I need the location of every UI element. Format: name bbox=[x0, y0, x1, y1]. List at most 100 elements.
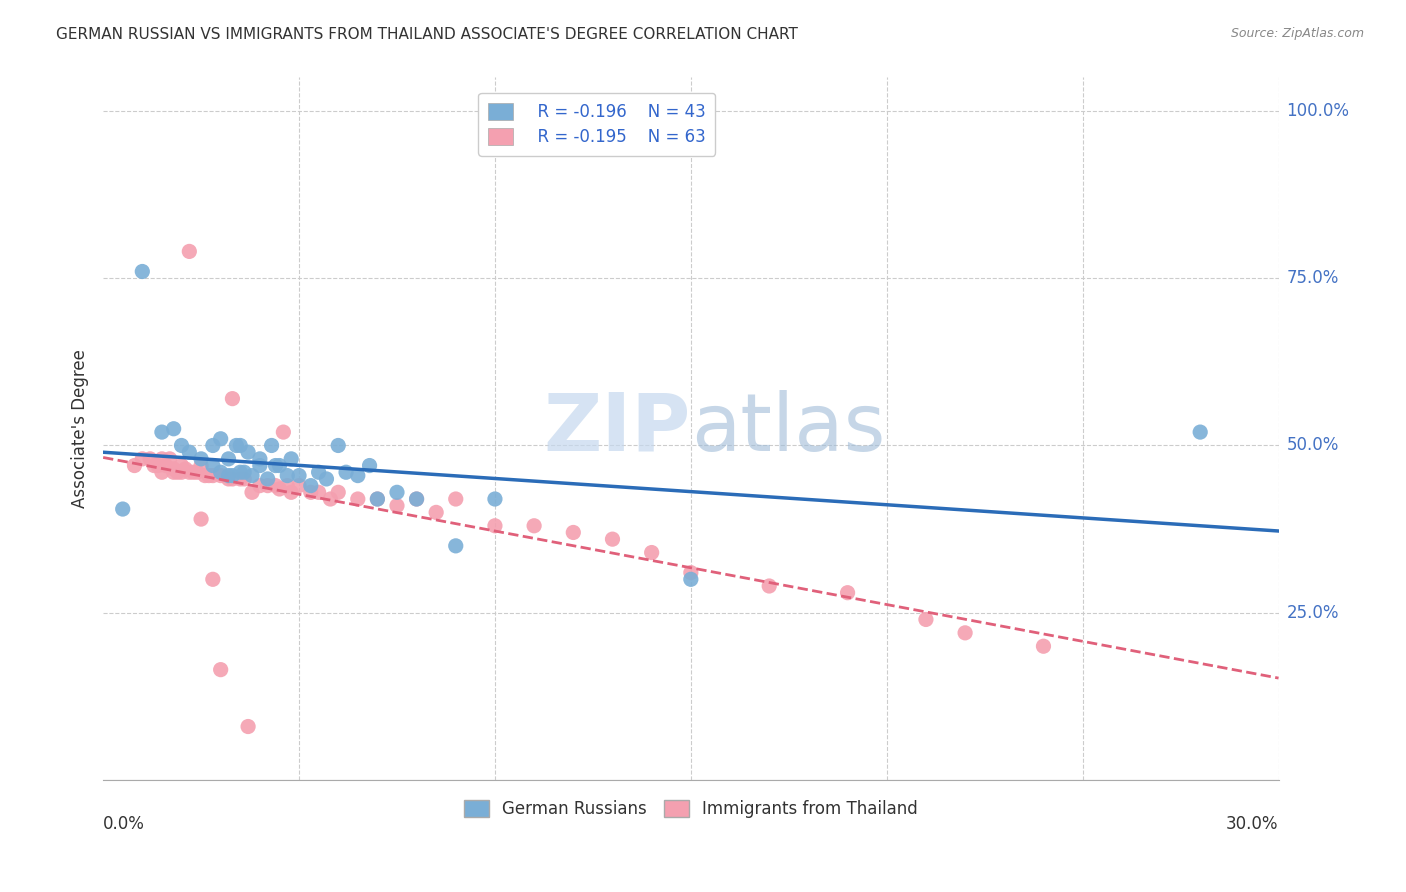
Point bbox=[186, 465, 208, 479]
Point bbox=[179, 465, 201, 479]
Point bbox=[218, 468, 240, 483]
Point bbox=[240, 468, 263, 483]
Point bbox=[269, 458, 291, 473]
Point bbox=[236, 719, 259, 733]
Point bbox=[679, 572, 702, 586]
Point bbox=[280, 451, 302, 466]
Point bbox=[146, 458, 169, 473]
Point bbox=[837, 585, 859, 599]
Legend: German Russians, Immigrants from Thailand: German Russians, Immigrants from Thailan… bbox=[454, 789, 928, 828]
Point bbox=[233, 472, 256, 486]
Point bbox=[640, 545, 662, 559]
Point bbox=[444, 539, 467, 553]
Point bbox=[150, 425, 173, 439]
Y-axis label: Associate's Degree: Associate's Degree bbox=[72, 350, 89, 508]
Point bbox=[256, 478, 278, 492]
Point bbox=[276, 478, 298, 492]
Point bbox=[328, 438, 350, 452]
Point bbox=[150, 465, 173, 479]
Point bbox=[758, 579, 780, 593]
Point bbox=[915, 612, 938, 626]
Point bbox=[150, 451, 173, 466]
Point bbox=[170, 458, 193, 473]
Text: 30.0%: 30.0% bbox=[1226, 815, 1278, 833]
Point bbox=[179, 445, 201, 459]
Point bbox=[269, 482, 291, 496]
Point bbox=[319, 491, 342, 506]
Text: atlas: atlas bbox=[690, 390, 886, 467]
Point bbox=[276, 468, 298, 483]
Point bbox=[218, 451, 240, 466]
Point bbox=[236, 445, 259, 459]
Point bbox=[249, 451, 271, 466]
Point bbox=[155, 458, 177, 473]
Point bbox=[308, 485, 330, 500]
Point bbox=[299, 485, 322, 500]
Point bbox=[366, 491, 388, 506]
Point bbox=[273, 425, 295, 439]
Text: 25.0%: 25.0% bbox=[1286, 604, 1339, 622]
Point bbox=[366, 491, 388, 506]
Point bbox=[218, 472, 240, 486]
Point bbox=[562, 525, 585, 540]
Point bbox=[194, 468, 217, 483]
Point bbox=[124, 458, 146, 473]
Point bbox=[308, 465, 330, 479]
Point bbox=[190, 458, 212, 473]
Point bbox=[201, 458, 224, 473]
Point bbox=[679, 566, 702, 580]
Text: GERMAN RUSSIAN VS IMMIGRANTS FROM THAILAND ASSOCIATE'S DEGREE CORRELATION CHART: GERMAN RUSSIAN VS IMMIGRANTS FROM THAILA… bbox=[56, 27, 799, 42]
Point bbox=[209, 465, 232, 479]
Point bbox=[209, 663, 232, 677]
Point bbox=[264, 478, 287, 492]
Point bbox=[249, 478, 271, 492]
Point bbox=[179, 244, 201, 259]
Point bbox=[484, 518, 506, 533]
Point bbox=[229, 438, 252, 452]
Point bbox=[170, 438, 193, 452]
Point bbox=[159, 451, 181, 466]
Point bbox=[953, 625, 976, 640]
Text: 50.0%: 50.0% bbox=[1286, 436, 1339, 455]
Point bbox=[229, 465, 252, 479]
Point bbox=[1032, 639, 1054, 653]
Point bbox=[201, 572, 224, 586]
Point bbox=[190, 512, 212, 526]
Point bbox=[233, 465, 256, 479]
Point bbox=[221, 468, 243, 483]
Point bbox=[229, 472, 252, 486]
Point bbox=[131, 264, 153, 278]
Point bbox=[359, 458, 381, 473]
Point bbox=[190, 451, 212, 466]
Point bbox=[163, 462, 186, 476]
Point bbox=[201, 468, 224, 483]
Point bbox=[405, 491, 427, 506]
Point bbox=[328, 485, 350, 500]
Point bbox=[385, 485, 408, 500]
Point bbox=[264, 458, 287, 473]
Point bbox=[131, 451, 153, 466]
Point bbox=[170, 465, 193, 479]
Point bbox=[346, 468, 368, 483]
Text: 100.0%: 100.0% bbox=[1286, 102, 1350, 120]
Point bbox=[299, 478, 322, 492]
Point bbox=[1189, 425, 1212, 439]
Point bbox=[280, 485, 302, 500]
Point bbox=[163, 465, 186, 479]
Point bbox=[221, 392, 243, 406]
Point bbox=[174, 462, 197, 476]
Text: 75.0%: 75.0% bbox=[1286, 269, 1339, 287]
Point bbox=[139, 451, 162, 466]
Point bbox=[201, 438, 224, 452]
Point bbox=[198, 468, 221, 483]
Point bbox=[335, 465, 357, 479]
Point bbox=[209, 432, 232, 446]
Point bbox=[225, 438, 247, 452]
Point bbox=[405, 491, 427, 506]
Point bbox=[181, 465, 204, 479]
Point bbox=[209, 468, 232, 483]
Point bbox=[288, 468, 311, 483]
Point bbox=[523, 518, 546, 533]
Point bbox=[602, 532, 624, 546]
Point bbox=[346, 491, 368, 506]
